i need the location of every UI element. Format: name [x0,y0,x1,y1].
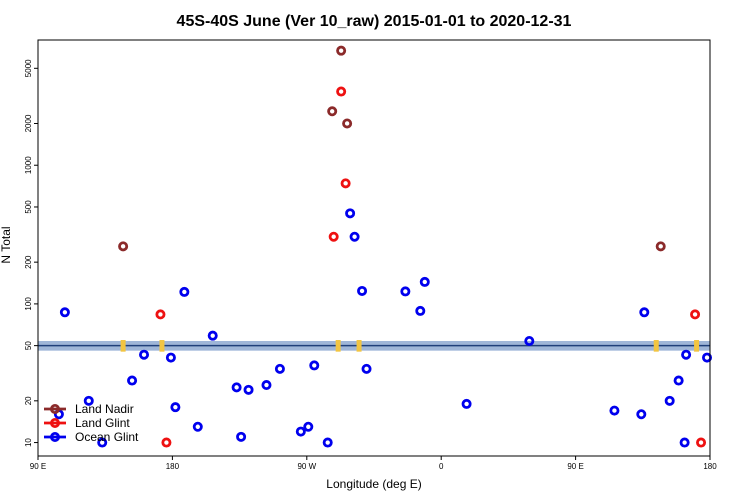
point-ocean-glint [295,426,306,437]
legend-marker [50,403,61,414]
point-ocean-glint [415,305,426,316]
point-ocean-glint [664,395,675,406]
highlight-mark [335,340,341,352]
point-land-glint [696,437,707,448]
point-ocean-glint [303,421,314,432]
point-ocean-glint [400,286,411,297]
legend-item-ocean-glint: Ocean Glint [44,430,139,444]
point-ocean-glint [231,382,242,393]
y-axis-label: N Total [0,226,13,263]
y-tick-label: 50 [24,341,33,350]
point-ocean-glint [207,330,218,341]
point-land-nadir [336,45,347,56]
point-ocean-glint [127,375,138,386]
y-tick-label: 2000 [24,114,33,132]
y-tick-label: 1000 [24,156,33,174]
chart-title: 45S-40S June (Ver 10_raw) 2015-01-01 to … [177,13,572,30]
point-ocean-glint [702,352,713,363]
highlight-layer [120,340,700,352]
point-land-glint [340,178,351,189]
x-tick-label: 0 [439,462,444,471]
legend-label: Ocean Glint [75,430,139,444]
point-ocean-glint [361,363,372,374]
point-land-glint [336,86,347,97]
point-land-nadir [655,241,666,252]
x-tick-label: 180 [166,462,180,471]
point-ocean-glint [673,375,684,386]
point-ocean-glint [59,307,70,318]
plot-frame [37,39,711,457]
point-ocean-glint [461,398,472,409]
reference-band-layer [38,341,710,351]
point-land-nadir [118,241,129,252]
x-tick-label: 90 W [297,462,316,471]
point-ocean-glint [679,437,690,448]
point-ocean-glint [639,307,650,318]
y-axis-ticks: 10 20 50 100 200 500 1000 2000 5000 [24,59,38,447]
point-ocean-glint [357,285,368,296]
legend-label: Land Nadir [75,402,134,416]
point-ocean-glint [179,286,190,297]
point-ocean-glint [419,276,430,287]
point-ocean-glint [636,409,647,420]
point-land-nadir [327,106,338,117]
point-ocean-glint [309,360,320,371]
point-ocean-glint [524,336,535,347]
y-tick-label: 20 [24,396,33,405]
legend-item-land-glint: Land Glint [44,416,130,430]
point-ocean-glint [243,384,254,395]
data-points-layer [53,45,713,448]
point-ocean-glint [274,363,285,374]
legend-label: Land Glint [75,416,130,430]
point-ocean-glint [322,437,333,448]
legend-item-land-nadir: Land Nadir [44,402,134,416]
x-tick-label: 180 [703,462,717,471]
legend-marker [50,431,61,442]
point-ocean-glint [609,405,620,416]
highlight-mark [120,340,126,352]
point-ocean-glint [236,431,247,442]
x-axis-ticks: 90 E 180 90 W 0 90 E 180 [30,456,717,471]
point-ocean-glint [170,402,181,413]
point-ocean-glint [681,349,692,360]
point-land-glint [328,231,339,242]
point-land-nadir [342,118,353,129]
point-ocean-glint [97,437,108,448]
point-ocean-glint [261,380,272,391]
x-tick-label: 90 E [30,462,46,471]
y-tick-label: 100 [24,297,33,311]
y-tick-label: 10 [24,438,33,447]
point-land-glint [161,437,172,448]
point-ocean-glint [349,231,360,242]
legend-marker [50,417,61,428]
point-land-glint [690,309,701,320]
highlight-mark [653,340,659,352]
y-tick-label: 200 [24,255,33,269]
highlight-mark [694,340,700,352]
point-ocean-glint [83,395,94,406]
highlight-mark [159,340,165,352]
point-ocean-glint [345,208,356,219]
point-land-glint [155,309,166,320]
point-ocean-glint [192,421,203,432]
y-tick-label: 500 [24,200,33,214]
x-axis-label: Longitude (deg E) [326,477,421,491]
highlight-mark [356,340,362,352]
point-ocean-glint [139,349,150,360]
y-tick-label: 5000 [24,59,33,77]
x-tick-label: 90 E [567,462,583,471]
point-ocean-glint [165,352,176,363]
